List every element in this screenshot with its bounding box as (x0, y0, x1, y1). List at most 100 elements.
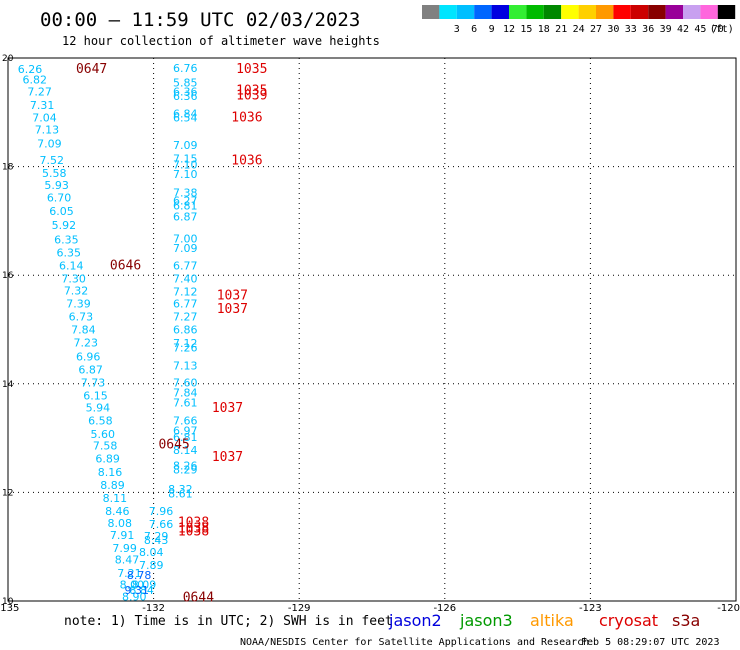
wave-height-label: 6.36 (173, 86, 198, 99)
legend-swatch (630, 5, 649, 19)
wave-height-label: 7.61 (173, 396, 198, 409)
wave-height-label: 7.10 (173, 158, 198, 171)
pass-time-label: 0646 (110, 258, 141, 273)
legend-tick-label: 3 (454, 24, 460, 35)
wave-height-label: 8.09 (132, 579, 157, 592)
wave-height-label: 6.54 (173, 112, 198, 125)
legend-swatch (439, 5, 457, 19)
wave-height-label: 9.31 (124, 584, 149, 597)
pass-time-label: 1037 (217, 289, 248, 304)
wave-height-label: 8.46 (105, 505, 130, 518)
legend-swatch (561, 5, 579, 19)
pass-time-label: 1037 (212, 401, 243, 416)
legend-swatch (543, 5, 562, 19)
wave-height-label: 6.14 (59, 259, 84, 272)
wave-height-label: 7.84 (173, 386, 198, 399)
wave-height-label: 8.14 (173, 444, 198, 457)
satellite-legend: jason2 jason3 altika cryosat s3a (388, 611, 700, 630)
wave-height-label: 7.09 (37, 137, 62, 150)
wave-height-label: 6.26 (18, 63, 42, 76)
wave-height-label: 8.89 (100, 479, 125, 492)
footer-timestamp: Feb 5 08:29:07 UTC 2023 (581, 637, 719, 648)
footer-credit: NOAA/NESDIS Center for Satellite Applica… (240, 637, 589, 648)
legend-swatch (683, 5, 701, 19)
wave-height-label: 7.52 (40, 154, 64, 167)
wave-height-label: 7.12 (173, 337, 198, 350)
wave-height-label: 8.29 (173, 464, 198, 477)
pass-time-label: 0647 (76, 62, 107, 77)
x-tick-label: -132 (142, 603, 165, 614)
wave-height-label: 7.12 (173, 285, 198, 298)
wave-height-label: 7.99 (112, 542, 137, 555)
wave-height-label: 7.29 (144, 530, 169, 543)
color-legend: 3 6 9 12 15 18 21 24 27 30 33 36 39 42 45 70(ft) (422, 5, 736, 35)
wave-height-label: 7.09 (173, 139, 198, 152)
wave-height-label: 6.86 (173, 324, 198, 337)
legend-swatch (717, 5, 736, 19)
wave-height-label: 7.23 (74, 337, 99, 350)
legend-swatch (422, 5, 440, 19)
x-tick-label: -120 (717, 603, 740, 614)
wave-height-label: 8.43 (144, 534, 169, 547)
footer-note: note: 1) Time is in UTC; 2) SWH is in fe… (64, 614, 393, 629)
legend-swatch (648, 5, 666, 19)
legend-tick-label: 39 (660, 24, 672, 35)
wave-height-label: 7.96 (149, 505, 174, 518)
satellite-name: altika (530, 611, 574, 630)
wave-height-label: 7.39 (66, 297, 91, 310)
satellite-name: jason2 (388, 611, 442, 630)
pass-time-label: 1036 (231, 111, 262, 126)
wave-height-label: 7.10 (173, 168, 198, 181)
x-tick-label: -126 (433, 603, 456, 614)
wave-height-label: 7.40 (173, 272, 198, 285)
wave-height-label: 5.92 (52, 219, 77, 232)
pass-time-label: 1037 (217, 302, 248, 317)
y-tick-label: 18 (2, 163, 14, 173)
pass-time-label: 1038 (178, 516, 209, 531)
pass-time-label: 1038 (178, 524, 209, 539)
wave-height-label: 8.61 (168, 487, 193, 500)
wave-height-label: 8.78 (127, 569, 152, 582)
wave-height-label: 7.31 (30, 99, 55, 112)
wave-height-label: 7.89 (139, 559, 164, 572)
legend-swatch (474, 5, 492, 19)
satellite-name: jason3 (459, 611, 513, 630)
wave-height-label: 6.73 (69, 310, 94, 323)
y-tick-label: 12 (2, 488, 13, 498)
wave-height-label: 8.08 (107, 517, 132, 530)
wave-height-label: 7.21 (117, 567, 142, 580)
wave-height-label: 7.58 (93, 440, 118, 453)
wave-height-label: 6.35 (54, 233, 79, 246)
legend-swatch (526, 5, 544, 19)
legend-tick-label: 42 (677, 24, 689, 35)
legend-tick-label: 15 (520, 24, 532, 35)
wave-height-label: 7.00 (173, 232, 198, 245)
wave-height-label: 5.85 (173, 76, 198, 89)
legend-tick-label: 30 (607, 24, 619, 35)
pass-time-label: 0644 (183, 591, 214, 606)
y-tick-labels: 10 12 14 16 18 20 (2, 54, 14, 607)
wave-height-label: 7.73 (81, 377, 106, 390)
satellite-name: s3a (672, 611, 700, 630)
legend-swatch (491, 5, 509, 19)
wave-height-label: 8.11 (103, 492, 128, 505)
wave-height-label: 7.30 (61, 272, 86, 285)
wave-height-label: 6.77 (173, 259, 198, 272)
legend-tick-label: 6 (471, 24, 477, 35)
wave-height-label: 6.70 (47, 192, 72, 205)
chart-title: 00:00 — 11:59 UTC 02/03/2023 (40, 9, 360, 31)
wave-height-label: 6.87 (78, 364, 103, 377)
x-tick-label: -129 (288, 603, 311, 614)
wave-height-label: 7.60 (173, 377, 198, 390)
satellite-name: cryosat (599, 611, 658, 630)
pass-time-label: 0645 (158, 438, 189, 453)
legend-tick-label: 33 (625, 24, 637, 35)
legend-swatch (509, 5, 527, 19)
wave-height-label: 8.16 (98, 466, 123, 479)
wave-height-label: 5.58 (42, 167, 66, 180)
pass-time-label: 1036 (231, 154, 262, 169)
y-tick-label: 16 (2, 271, 14, 281)
legend-swatch (665, 5, 683, 19)
wave-height-label: 8.26 (173, 459, 198, 472)
